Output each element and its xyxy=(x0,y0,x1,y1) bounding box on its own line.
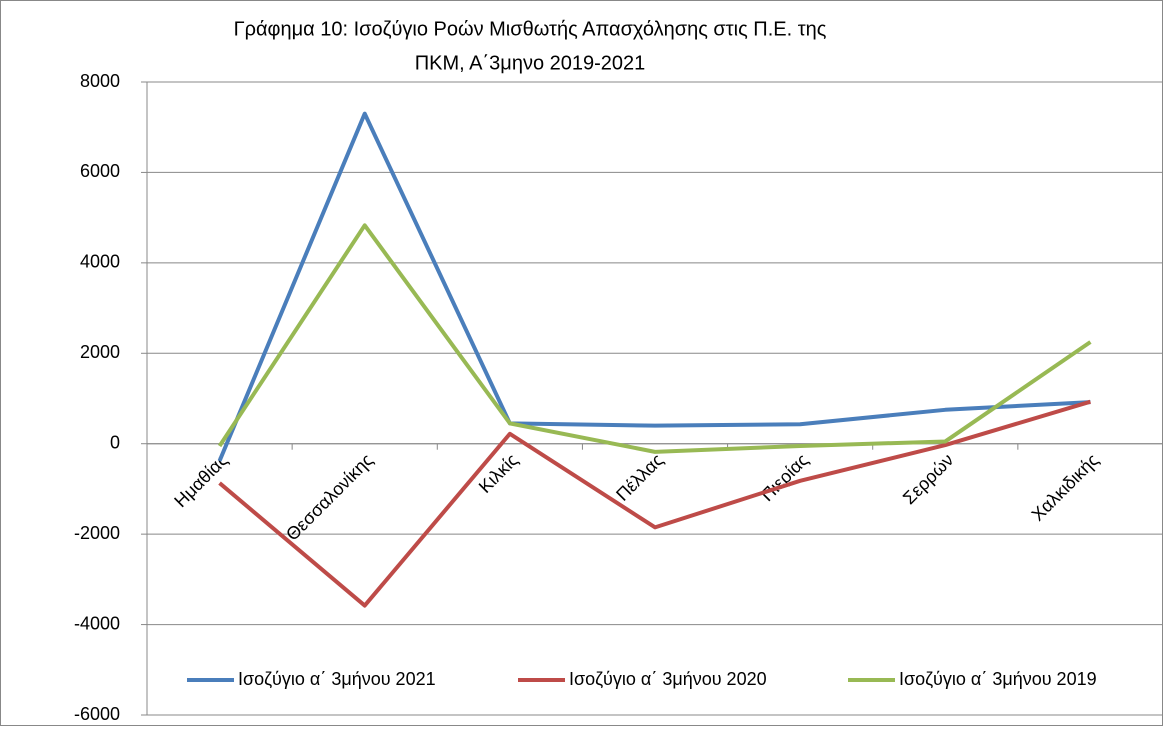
y-tick-label: -6000 xyxy=(74,704,120,724)
y-tick-label: -2000 xyxy=(74,523,120,543)
series-line xyxy=(218,399,1092,608)
chart-title: ΠΚΜ, Α΄3μηνο 2019-2021 xyxy=(415,52,646,74)
series-line xyxy=(217,111,1091,462)
legend-label: Ισοζύγιο α΄ 3μήνου 2019 xyxy=(899,669,1097,689)
y-tick-label: 8000 xyxy=(80,71,120,91)
y-tick-label: 4000 xyxy=(80,252,120,272)
legend-label: Ισοζύγιο α΄ 3μήνου 2021 xyxy=(238,669,436,689)
series-line xyxy=(217,223,1092,454)
y-tick-label: 2000 xyxy=(80,342,120,362)
y-tick-label: 0 xyxy=(110,432,120,452)
legend-label: Ισοζύγιο α΄ 3μήνου 2020 xyxy=(569,669,767,689)
y-tick-label: -4000 xyxy=(74,613,120,633)
y-tick-label: 6000 xyxy=(80,161,120,181)
chart-title: Γράφημα 10: Ισοζύγιο Ροών Μισθωτής Απασχ… xyxy=(234,18,827,40)
